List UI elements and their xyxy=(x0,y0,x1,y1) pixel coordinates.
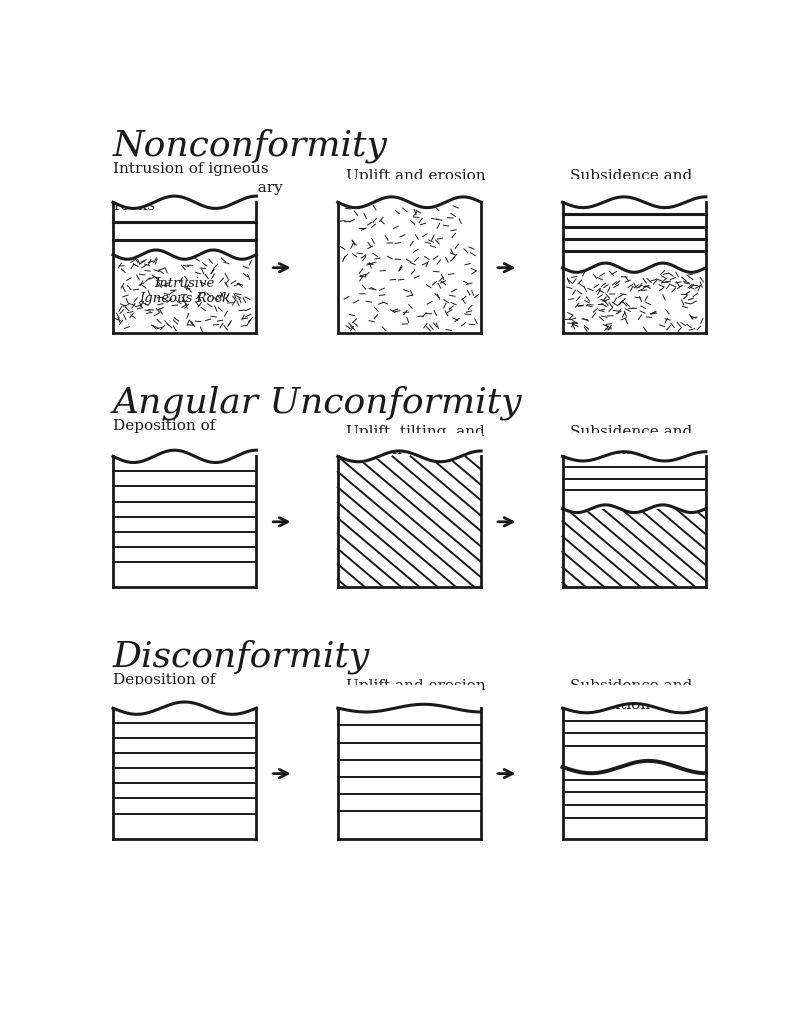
Bar xyxy=(563,510,706,588)
Bar xyxy=(563,457,706,510)
Text: Intrusive
Igneous Rock: Intrusive Igneous Rock xyxy=(139,277,230,305)
Text: Uplift, tilting, and
erosion: Uplift, tilting, and erosion xyxy=(345,425,484,457)
Bar xyxy=(113,203,256,334)
Text: Intrusion of igneous
rock into sedimentary
rocks: Intrusion of igneous rock into sedimenta… xyxy=(113,162,283,213)
Text: Subsidence and
deposition: Subsidence and deposition xyxy=(570,168,693,201)
Text: Disconformity: Disconformity xyxy=(113,639,371,674)
Text: Deposition of
sedimentary rocks: Deposition of sedimentary rocks xyxy=(113,419,255,450)
Text: Nonconformity: Nonconformity xyxy=(113,128,388,163)
Bar xyxy=(337,457,481,588)
Bar xyxy=(563,708,706,840)
Bar xyxy=(337,203,481,334)
Bar xyxy=(113,457,256,588)
Bar xyxy=(113,708,256,840)
Text: Angular Unconformity: Angular Unconformity xyxy=(113,385,522,420)
Bar xyxy=(337,708,481,840)
Text: Uplift and erosion: Uplift and erosion xyxy=(345,168,485,182)
Text: Subsidence and
deposition: Subsidence and deposition xyxy=(570,679,693,711)
Text: Deposition of
sedimentary rocks: Deposition of sedimentary rocks xyxy=(113,673,255,705)
Bar xyxy=(563,203,706,334)
Text: Subsidence and
deposition: Subsidence and deposition xyxy=(570,425,693,457)
Text: Uplift and erosion: Uplift and erosion xyxy=(345,679,485,693)
